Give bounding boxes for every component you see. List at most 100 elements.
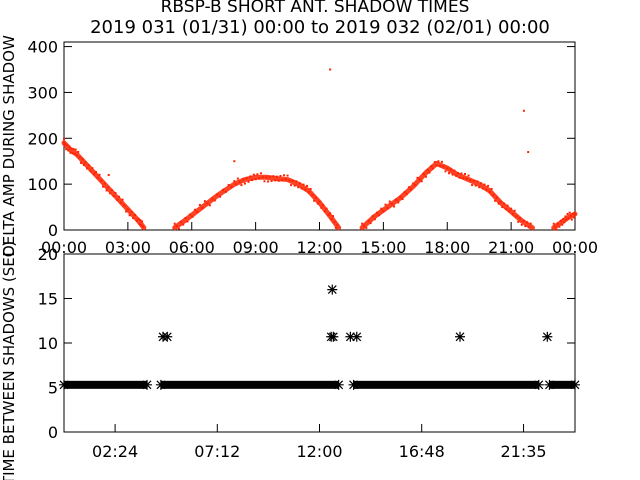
top-data-point xyxy=(300,187,303,190)
top-data-point xyxy=(323,210,326,213)
top-data-point xyxy=(416,176,419,179)
top-data-point xyxy=(527,226,530,229)
bottom-x-tick-label: 07:12 xyxy=(194,442,240,461)
top-data-point xyxy=(393,205,396,208)
top-outlier-point xyxy=(522,109,525,112)
top-data-point xyxy=(448,172,451,175)
bottom-band-segment xyxy=(353,380,539,389)
top-data-point xyxy=(428,171,431,174)
top-data-point xyxy=(384,203,387,206)
chart-subtitle: 2019 031 (01/31) 00:00 to 2019 032 (02/0… xyxy=(90,17,550,38)
top-data-point xyxy=(191,215,194,218)
top-data-point xyxy=(371,215,374,218)
top-data-point xyxy=(378,214,381,217)
top-data-point xyxy=(369,222,372,225)
top-data-point xyxy=(318,200,321,203)
top-x-tick-label: 09:00 xyxy=(233,238,279,257)
top-series-line xyxy=(359,161,535,231)
top-data-point xyxy=(94,170,97,173)
top-x-tick-label: 21:00 xyxy=(488,238,534,257)
top-series-line xyxy=(551,211,578,231)
top-data-point xyxy=(511,213,514,216)
top-data-point xyxy=(242,178,245,181)
bottom-star-marker xyxy=(327,284,338,295)
top-data-point xyxy=(456,171,459,174)
top-data-point xyxy=(562,217,565,220)
top-y-tick-label: 100 xyxy=(27,175,58,194)
top-data-point xyxy=(446,167,449,170)
top-data-point xyxy=(390,203,393,206)
top-data-point xyxy=(105,189,108,192)
top-data-point xyxy=(211,197,214,200)
top-y-tick-label: 300 xyxy=(27,83,58,102)
top-panel: 0 100 200 300 400 00:00 03:00 06:00 09:00 12:00 15… xyxy=(0,35,598,257)
bottom-x-tick-label: 16:48 xyxy=(399,442,445,461)
top-data-point xyxy=(513,209,516,212)
top-data-point xyxy=(524,225,527,228)
top-data-point xyxy=(293,184,296,187)
bottom-x-tick-label: 21:35 xyxy=(500,442,546,461)
top-data-point xyxy=(304,188,307,191)
top-data-point xyxy=(320,206,323,209)
top-outlier-point xyxy=(329,68,332,71)
top-data-point xyxy=(224,190,227,193)
top-data-point xyxy=(235,183,238,186)
top-data-point xyxy=(286,174,289,177)
top-data-point xyxy=(126,208,129,211)
top-data-point xyxy=(334,226,337,229)
top-data-point xyxy=(373,218,376,221)
top-data-point xyxy=(440,160,443,163)
top-data-point xyxy=(290,184,293,187)
top-data-point xyxy=(311,193,314,196)
top-data-point xyxy=(198,203,201,206)
top-data-point xyxy=(435,164,438,167)
top-data-point xyxy=(329,212,332,215)
top-data-point xyxy=(508,210,511,213)
top-data-point xyxy=(526,221,529,224)
top-data-point xyxy=(74,148,77,151)
top-data-point xyxy=(188,213,191,216)
top-data-point xyxy=(430,165,433,168)
bottom-band-star-marker xyxy=(570,379,580,390)
top-data-point xyxy=(138,222,141,225)
top-data-point xyxy=(275,175,278,178)
top-data-point xyxy=(274,179,277,182)
top-series-line xyxy=(172,174,342,231)
top-data-point xyxy=(336,223,339,226)
bottom-band-star-marker xyxy=(533,379,544,390)
top-data-point xyxy=(331,215,334,218)
bottom-y-tick-label: 0 xyxy=(48,423,58,442)
top-data-point xyxy=(517,220,520,223)
top-data-point xyxy=(397,201,400,204)
top-data-point xyxy=(424,175,427,178)
top-data-point xyxy=(82,163,85,166)
top-data-point xyxy=(487,184,490,187)
top-data-point xyxy=(102,185,105,188)
top-data-point xyxy=(247,180,250,183)
top-data-point xyxy=(529,222,532,225)
top-data-point xyxy=(109,192,112,195)
top-data-point xyxy=(177,227,180,230)
top-data-point xyxy=(203,200,206,203)
top-data-point xyxy=(472,179,475,182)
top-data-point xyxy=(270,179,273,182)
top-data-point xyxy=(265,176,268,179)
top-data-point xyxy=(281,179,284,182)
top-data-point xyxy=(363,224,366,227)
top-data-point xyxy=(173,222,176,225)
top-data-point xyxy=(251,179,254,182)
top-outlier-point xyxy=(233,160,236,163)
top-x-tick-label: 12:00 xyxy=(296,238,342,257)
top-data-point xyxy=(139,219,142,222)
top-data-point xyxy=(128,214,131,217)
bottom-plot-frame xyxy=(63,253,576,433)
top-data-point xyxy=(488,191,491,194)
top-data-point xyxy=(63,137,65,140)
bottom-x-tick-label: 12:00 xyxy=(296,442,342,461)
top-data-point xyxy=(219,195,222,198)
top-data-point xyxy=(221,188,224,191)
top-data-point xyxy=(288,179,291,182)
top-data-point xyxy=(259,172,262,175)
top-data-point xyxy=(403,191,406,194)
